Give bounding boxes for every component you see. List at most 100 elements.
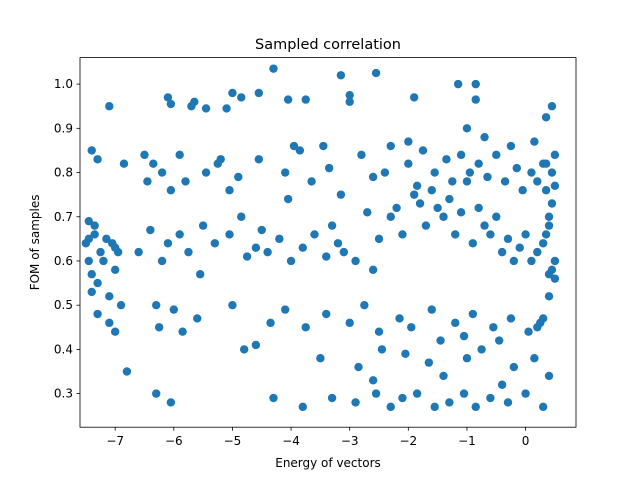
data-point xyxy=(503,398,513,407)
data-point xyxy=(84,216,93,226)
data-point xyxy=(336,71,346,80)
data-point xyxy=(166,99,176,109)
data-point xyxy=(518,186,527,195)
data-point xyxy=(93,278,102,288)
data-point xyxy=(237,93,246,102)
data-point xyxy=(515,243,524,252)
data-point xyxy=(506,314,516,323)
data-point xyxy=(489,323,498,332)
x-tick-label: −5 xyxy=(224,434,242,448)
data-point xyxy=(254,155,264,164)
data-point xyxy=(363,208,372,217)
data-point xyxy=(497,247,507,257)
data-point xyxy=(307,177,316,186)
data-point xyxy=(536,318,545,328)
data-point xyxy=(301,323,310,332)
data-point xyxy=(152,300,161,310)
data-point xyxy=(154,323,164,332)
data-point xyxy=(480,221,489,230)
data-point xyxy=(242,252,252,261)
data-point xyxy=(544,371,554,381)
data-point xyxy=(201,104,211,113)
data-point xyxy=(166,398,176,407)
data-point xyxy=(512,163,521,173)
data-point xyxy=(439,371,448,381)
data-point xyxy=(524,327,533,336)
data-point xyxy=(360,300,369,310)
data-point xyxy=(254,88,264,98)
data-point xyxy=(93,309,102,319)
data-point xyxy=(509,256,519,266)
plot-area-frame xyxy=(79,57,577,428)
data-point xyxy=(412,181,422,191)
x-tick-label: −4 xyxy=(282,434,300,448)
data-point xyxy=(412,389,422,398)
data-point xyxy=(451,318,460,328)
data-point xyxy=(427,305,436,314)
data-point xyxy=(544,292,554,301)
data-point xyxy=(415,199,425,208)
data-point xyxy=(404,159,413,168)
data-point xyxy=(169,305,179,314)
data-point xyxy=(377,345,387,354)
data-point xyxy=(547,199,557,208)
data-point xyxy=(456,208,466,217)
data-point xyxy=(228,88,237,98)
data-point xyxy=(96,247,105,257)
data-point xyxy=(374,327,384,336)
data-point xyxy=(550,256,560,266)
data-point xyxy=(550,181,560,191)
data-point xyxy=(401,349,410,359)
data-point xyxy=(409,190,419,199)
data-point xyxy=(398,393,407,403)
data-point xyxy=(459,389,469,398)
data-point xyxy=(239,345,249,354)
data-point xyxy=(453,79,463,89)
x-tick-label: −2 xyxy=(399,434,417,448)
data-point xyxy=(421,221,431,230)
data-point xyxy=(427,186,436,195)
data-point xyxy=(283,194,293,204)
data-point xyxy=(436,336,445,345)
data-point xyxy=(521,389,530,398)
data-point xyxy=(87,146,96,155)
data-point xyxy=(392,203,401,213)
data-point xyxy=(119,159,129,168)
data-point xyxy=(175,230,184,239)
data-point xyxy=(228,300,237,310)
data-point xyxy=(84,256,93,266)
data-point xyxy=(521,230,530,239)
data-point xyxy=(550,274,560,283)
x-tick-label: −1 xyxy=(458,434,476,448)
data-point xyxy=(448,177,457,186)
data-point xyxy=(281,305,290,314)
data-point xyxy=(430,402,439,412)
data-point xyxy=(544,212,554,221)
data-point xyxy=(184,247,193,257)
data-point xyxy=(527,168,536,177)
data-point xyxy=(418,146,428,155)
data-point xyxy=(439,212,448,221)
data-point xyxy=(295,146,305,155)
data-point xyxy=(474,203,483,213)
data-point xyxy=(368,265,378,275)
data-point xyxy=(541,230,551,239)
data-point xyxy=(225,230,234,239)
data-point xyxy=(430,168,439,177)
data-point xyxy=(474,159,483,168)
data-point xyxy=(368,172,378,182)
data-point xyxy=(327,393,337,403)
data-point xyxy=(468,309,478,319)
data-point xyxy=(251,243,261,252)
data-point xyxy=(380,168,390,177)
data-point xyxy=(301,95,310,104)
data-point xyxy=(157,256,167,266)
data-point xyxy=(530,137,539,146)
data-point xyxy=(445,194,454,204)
data-point xyxy=(541,159,551,168)
data-point xyxy=(122,367,132,376)
chart-title: Sampled correlation xyxy=(255,37,401,53)
y-axis-label: FOM of samples xyxy=(28,195,42,291)
x-tick-label: 0 xyxy=(522,434,530,448)
data-point xyxy=(319,141,328,151)
